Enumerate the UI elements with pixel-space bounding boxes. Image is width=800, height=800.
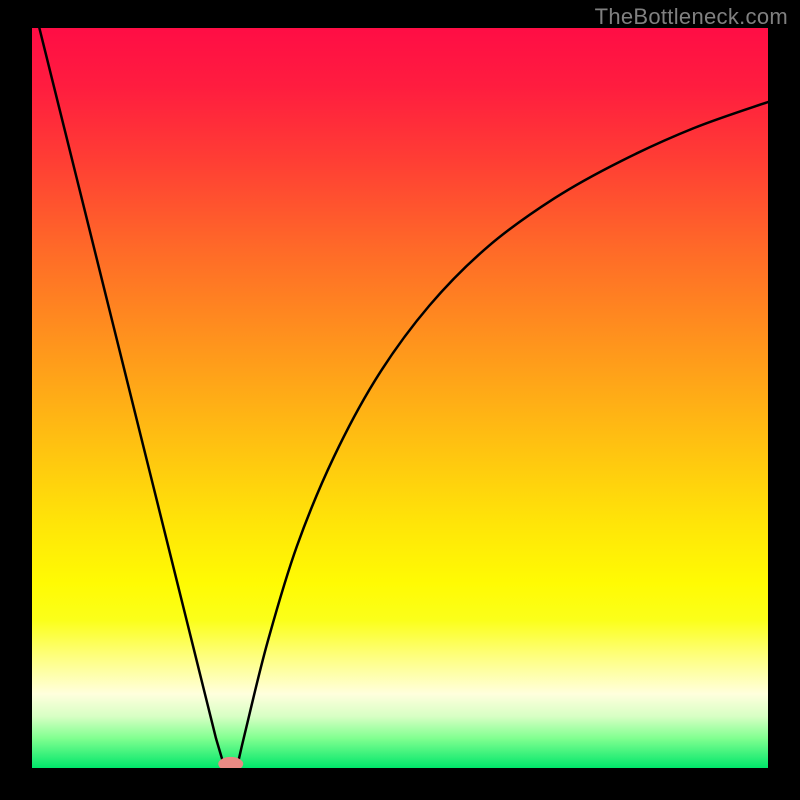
bottleneck-chart: TheBottleneck.com	[0, 0, 800, 800]
watermark-text: TheBottleneck.com	[595, 4, 788, 30]
plot-area	[32, 28, 768, 768]
gradient-background	[32, 28, 768, 768]
